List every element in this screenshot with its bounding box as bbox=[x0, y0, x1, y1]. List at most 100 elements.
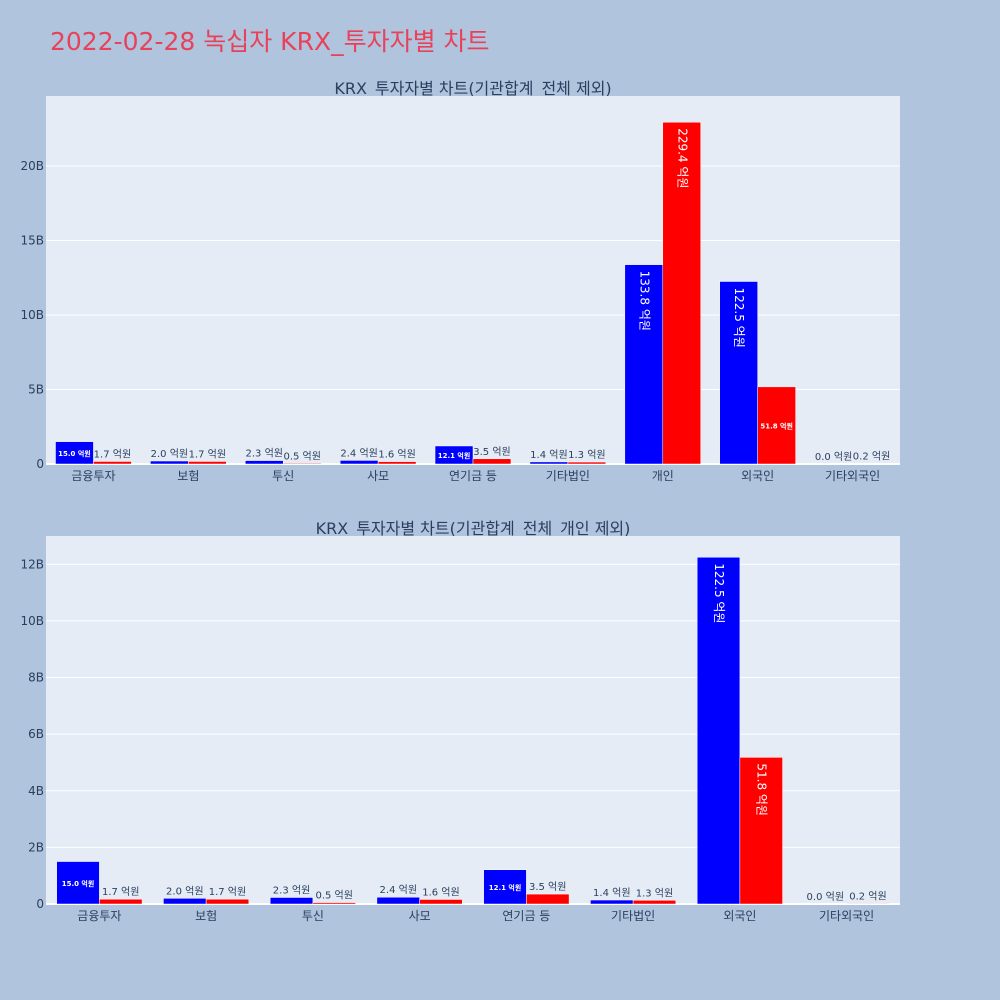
x-tick-label: 사모 bbox=[367, 469, 389, 483]
bar-sell bbox=[205, 898, 250, 905]
x-tick-label: 외국인 bbox=[723, 909, 756, 923]
x-tick-label: 외국인 bbox=[741, 469, 774, 483]
data-label: 1.4 억원 bbox=[593, 887, 630, 899]
data-label: 2.3 억원 bbox=[273, 884, 310, 896]
y-tick-label: 12B bbox=[20, 557, 44, 571]
bar-buy bbox=[56, 861, 100, 905]
bar-buy bbox=[245, 460, 284, 465]
x-tick-label: 사모 bbox=[409, 909, 431, 923]
bar-buy bbox=[434, 445, 474, 465]
chart-title: KRX_투자자별 차트(기관합계_전체 제외) bbox=[334, 79, 611, 99]
x-tick-label: 기타외국인 bbox=[825, 469, 880, 483]
bar-sell bbox=[312, 902, 356, 905]
x-tick-label: 연기금 등 bbox=[502, 909, 550, 923]
bar-sell bbox=[662, 121, 701, 465]
data-label: 2.4 억원 bbox=[380, 884, 417, 896]
chart-title: KRX_투자자별 차트(기관합계_전체_개인 제외) bbox=[316, 519, 631, 539]
chart-1: KRX_투자자별 차트(기관합계_전체 제외) 0 5B 10B 15B 20B 금융투자 1… bbox=[20, 79, 900, 483]
x-tick-label: 보험 bbox=[177, 469, 199, 483]
x-tick-label: 금융투자 bbox=[77, 909, 121, 923]
page-title: 2022-02-28 녹십자 KRX_투자자별 차트 bbox=[50, 27, 490, 56]
x-tick-label: 기타외국인 bbox=[819, 909, 874, 923]
bar-sell bbox=[757, 386, 796, 465]
y-tick-label: 10B bbox=[20, 614, 44, 628]
data-label: 2.3 억원 bbox=[246, 448, 283, 460]
bar-buy bbox=[339, 460, 379, 465]
data-label: 0.5 억원 bbox=[315, 890, 352, 902]
data-label: 133.8 억원 bbox=[637, 271, 651, 331]
bar-buy bbox=[163, 898, 207, 905]
data-label: 1.3 억원 bbox=[568, 449, 605, 461]
bar-sell bbox=[282, 463, 322, 465]
data-label: 1.6 억원 bbox=[422, 886, 459, 898]
x-tick-label: 기타법인 bbox=[546, 469, 590, 483]
data-label: 229.4 억원 bbox=[675, 128, 689, 188]
bar-sell bbox=[846, 903, 890, 905]
data-label: 2.0 억원 bbox=[151, 448, 188, 460]
bar-buy bbox=[696, 556, 741, 905]
data-label: 0.2 억원 bbox=[849, 890, 886, 902]
data-label: 2.4 억원 bbox=[340, 447, 377, 459]
x-tick-label: 기타법인 bbox=[611, 909, 655, 923]
bar-sell bbox=[632, 900, 677, 905]
y-tick-label: 20B bbox=[20, 159, 44, 173]
bar-sell bbox=[419, 899, 463, 905]
bar-sell bbox=[93, 461, 132, 465]
x-tick-label: 연기금 등 bbox=[449, 469, 497, 483]
data-label: 0.5 억원 bbox=[283, 450, 320, 462]
data-label: 15.0 억원 bbox=[58, 449, 91, 458]
y-tick-label: 8B bbox=[28, 671, 44, 685]
x-tick-label: 투신 bbox=[302, 909, 324, 923]
data-label: 3.5 억원 bbox=[529, 881, 566, 893]
bar-sell bbox=[188, 461, 227, 465]
x-tick-label: 금융투자 bbox=[71, 469, 115, 483]
data-label: 1.4 억원 bbox=[530, 449, 567, 461]
data-label: 1.7 억원 bbox=[189, 448, 226, 460]
bar-sell bbox=[472, 458, 512, 465]
y-tick-label: 5B bbox=[28, 383, 44, 397]
y-tick-label: 6B bbox=[28, 727, 44, 741]
bar-buy bbox=[483, 869, 527, 905]
bar-buy bbox=[150, 460, 189, 465]
data-label: 1.7 억원 bbox=[94, 448, 131, 460]
data-label: 1.7 억원 bbox=[209, 886, 246, 898]
data-label: 0.0 억원 bbox=[807, 891, 844, 903]
bar-buy bbox=[376, 896, 420, 905]
x-tick-label: 투신 bbox=[272, 469, 294, 483]
chart-2: KRX_투자자별 차트(기관합계_전체_개인 제외) 0 2B 4B 6B 8B 10B 12… bbox=[20, 519, 900, 923]
data-label: 122.5 억원 bbox=[712, 563, 726, 623]
bar-sell bbox=[567, 461, 607, 465]
data-label: 1.3 억원 bbox=[636, 887, 673, 899]
bar-sell bbox=[377, 461, 417, 465]
y-tick-label: 4B bbox=[28, 784, 44, 798]
y-tick-label: 2B bbox=[28, 840, 44, 854]
bar-sell bbox=[526, 893, 570, 905]
data-label: 12.1 억원 bbox=[489, 883, 522, 892]
data-label: 15.0 억원 bbox=[62, 879, 95, 888]
bar-buy bbox=[529, 461, 569, 465]
y-tick-label: 0 bbox=[36, 457, 44, 471]
data-label: 0.2 억원 bbox=[853, 451, 890, 463]
bar-buy bbox=[55, 441, 94, 465]
data-label: 1.7 억원 bbox=[102, 886, 139, 898]
x-tick-label: 개인 bbox=[652, 469, 674, 483]
data-label: 51.8 억원 bbox=[760, 421, 793, 430]
y-tick-label: 15B bbox=[20, 234, 44, 248]
data-label: 51.8 억원 bbox=[755, 763, 769, 816]
bar-buy bbox=[624, 264, 664, 465]
data-label: 12.1 억원 bbox=[438, 451, 471, 460]
bar-sell bbox=[99, 898, 143, 905]
bar-buy bbox=[719, 281, 758, 465]
data-label: 0.0 억원 bbox=[815, 451, 852, 463]
data-label: 2.0 억원 bbox=[166, 885, 203, 897]
data-label: 1.6 억원 bbox=[378, 449, 415, 461]
bar-sell bbox=[739, 757, 783, 905]
data-label: 3.5 억원 bbox=[473, 446, 510, 458]
bar-buy bbox=[269, 897, 314, 905]
y-tick-label: 10B bbox=[20, 308, 44, 322]
x-tick-label: 보험 bbox=[195, 909, 217, 923]
data-label: 122.5 억원 bbox=[732, 287, 746, 347]
y-tick-label: 0 bbox=[36, 897, 44, 911]
bar-buy bbox=[590, 899, 634, 905]
